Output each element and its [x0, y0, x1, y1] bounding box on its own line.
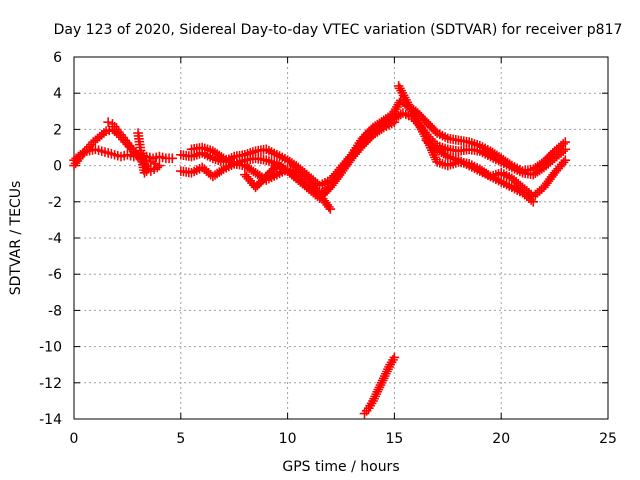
x-tick-label: 25	[599, 431, 617, 447]
data-point	[364, 126, 375, 137]
data-point	[528, 197, 539, 207]
series-track-c	[103, 117, 165, 171]
data-point	[560, 144, 571, 155]
x-tick-label: 10	[279, 431, 297, 447]
data-point	[362, 128, 373, 138]
y-tick-label: -14	[39, 412, 62, 428]
y-tick-label: 4	[53, 86, 62, 102]
data-point	[254, 178, 264, 189]
data-point	[252, 180, 263, 191]
y-tick-label: -2	[48, 195, 62, 211]
data-point	[167, 153, 178, 164]
data-point	[423, 119, 434, 129]
data-point	[426, 122, 437, 133]
data-point	[259, 173, 270, 184]
x-axis-label: GPS time / hours	[282, 459, 399, 475]
data-point	[266, 166, 277, 176]
data-point	[150, 158, 160, 169]
y-tick-labels: 6 4 2 0 -2 -4 -6 -8 -10 -12 -14	[39, 50, 62, 428]
y-tick-label: -12	[39, 376, 62, 392]
data-point	[560, 155, 571, 165]
data-point	[325, 204, 336, 214]
data-series	[69, 81, 571, 419]
y-tick-label: 0	[53, 159, 62, 175]
y-tick-label: 6	[53, 50, 62, 66]
data-point	[421, 117, 432, 127]
y-tick-label: -10	[39, 340, 62, 356]
x-tick-label: 0	[70, 431, 79, 447]
x-tick-label: 15	[385, 431, 403, 447]
data-point	[154, 160, 165, 171]
y-tick-label: -6	[48, 267, 62, 283]
data-point	[359, 131, 369, 142]
y-tick-label: -4	[48, 231, 62, 247]
data-point	[250, 182, 261, 193]
data-point	[361, 130, 371, 140]
data-point	[256, 177, 266, 187]
y-tick-label: -8	[48, 303, 62, 319]
data-point	[261, 171, 272, 182]
grid	[74, 57, 608, 419]
data-point	[263, 169, 273, 180]
data-point	[141, 155, 152, 165]
data-point	[146, 157, 156, 167]
x-tick-label: 5	[176, 431, 185, 447]
y-axis-label: SDTVAR / TECUs	[8, 181, 24, 296]
data-point	[425, 120, 435, 131]
series-track-l	[421, 135, 539, 207]
x-tick-labels: 0 5 10 15 20 25	[70, 431, 617, 447]
y-tick-label: 2	[53, 122, 62, 138]
data-point	[141, 166, 152, 176]
data-point	[428, 124, 439, 135]
series-track-i	[389, 95, 571, 176]
data-point	[265, 168, 275, 178]
series-track-d	[133, 128, 152, 178]
data-point	[103, 117, 113, 127]
data-point	[357, 133, 368, 144]
data-point	[419, 115, 430, 126]
data-point	[414, 110, 425, 120]
chart-title: Day 123 of 2020, Sidereal Day-to-day VTE…	[54, 22, 623, 38]
data-point	[257, 175, 268, 185]
x-tick-label: 20	[492, 431, 510, 447]
series-track-m	[359, 352, 400, 419]
data-point	[389, 352, 400, 363]
plot-frame	[73, 56, 609, 420]
series-track-k	[393, 81, 571, 202]
data-point	[268, 164, 279, 175]
